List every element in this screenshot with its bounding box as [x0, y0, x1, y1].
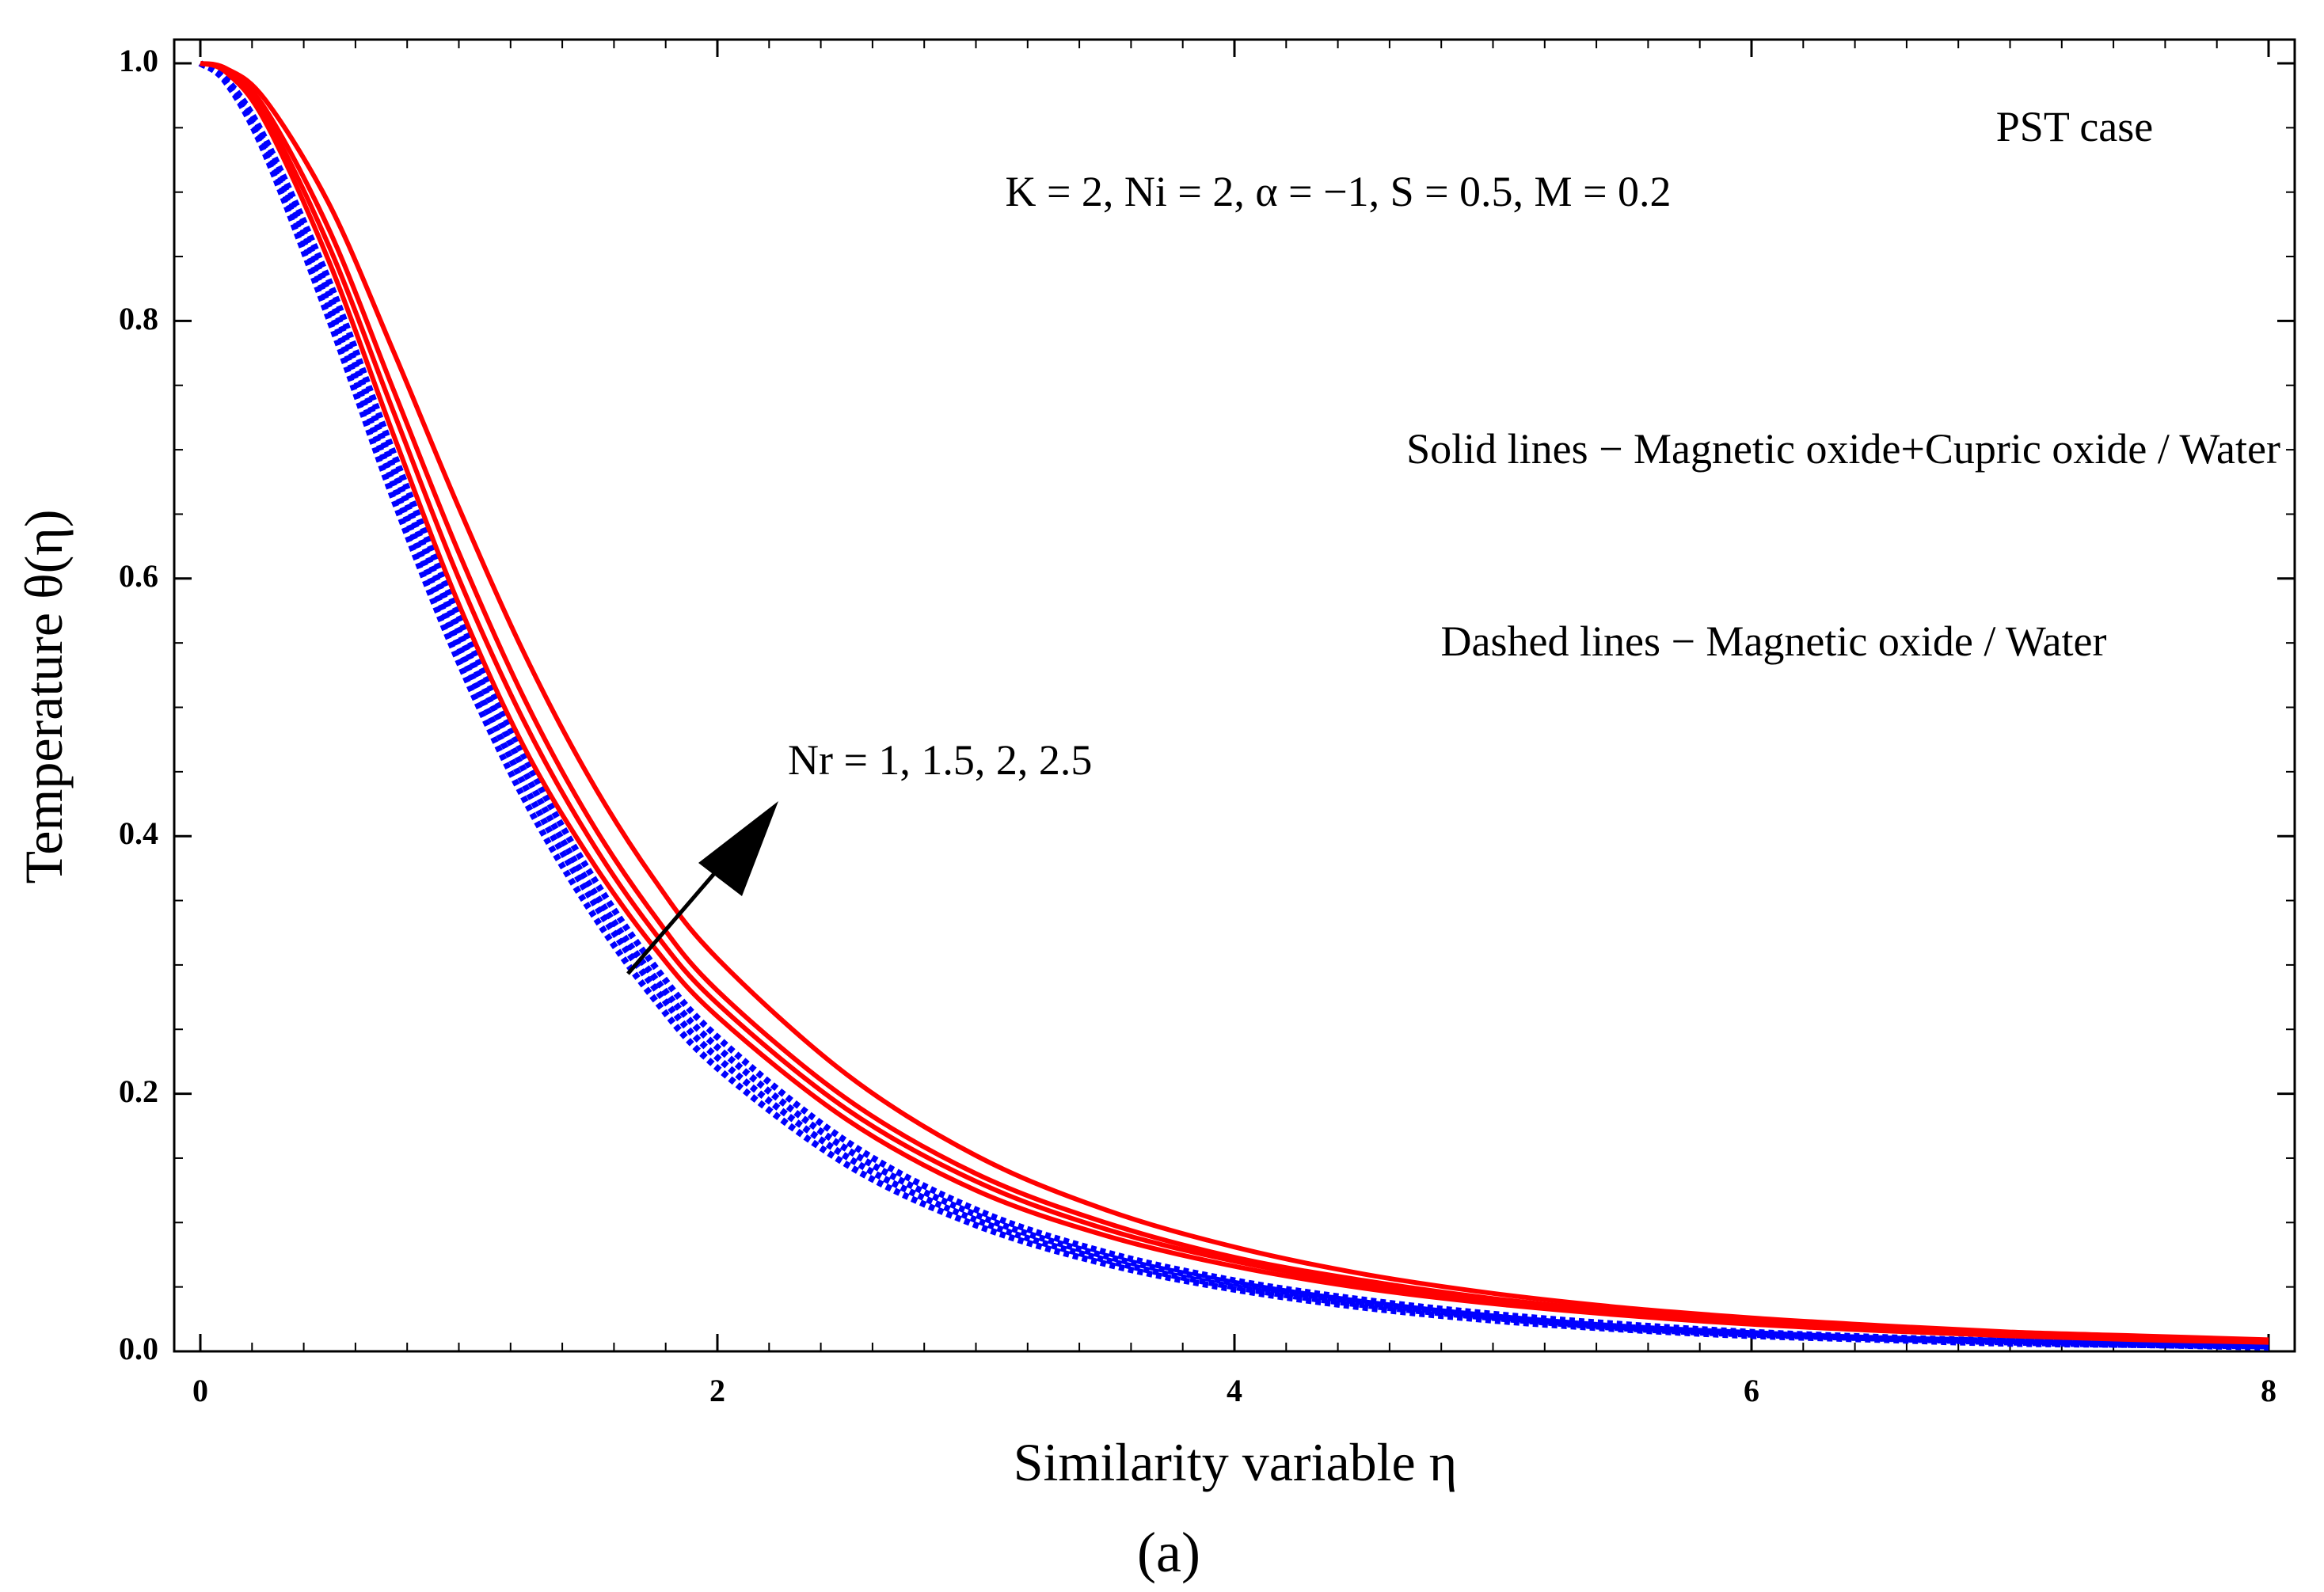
nr-arrow-label: Nr = 1, 1.5, 2, 2.5 [788, 736, 1092, 784]
y-tick-labels: 0.0 0.2 0.4 0.6 0.8 1.0 [119, 43, 158, 1366]
axis-ticks [174, 40, 2295, 1353]
series-lines [198, 60, 2269, 1351]
x-tick-label-6: 6 [1744, 1373, 1759, 1408]
series-line-solid-2 [200, 61, 2269, 1343]
y-tick-label-0.8: 0.8 [119, 301, 158, 336]
series-line-solid-0 [200, 61, 2269, 1345]
series-line-dashed-7 [198, 60, 2269, 1350]
solid-lines-legend: Solid lines − Magnetic oxide+Cupric oxid… [1406, 425, 2280, 473]
x-tick-label-2: 2 [709, 1373, 725, 1408]
x-tick-labels: 0 2 4 6 8 [192, 1373, 2276, 1408]
series-line-dashed-4 [198, 60, 2269, 1351]
x-tick-label-4: 4 [1227, 1373, 1242, 1408]
nr-increase-arrow [626, 801, 778, 975]
y-tick-label-0.4: 0.4 [119, 815, 158, 851]
panel-label: (a) [1137, 1521, 1200, 1584]
parameters-label: K = 2, Ni = 2, α = −1, S = 0.5, M = 0.2 [1005, 168, 1671, 215]
dashed-lines-legend: Dashed lines − Magnetic oxide / Water [1441, 617, 2107, 665]
y-tick-label-1.0: 1.0 [119, 43, 158, 78]
series-line-solid-3 [200, 61, 2269, 1343]
x-axis-title: Similarity variable η [1014, 1432, 1458, 1492]
series-line-dashed-6 [198, 60, 2269, 1350]
y-axis-title: Temperature θ(η) [13, 509, 74, 883]
x-tick-label-8: 8 [2261, 1373, 2276, 1408]
y-tick-label-0.2: 0.2 [119, 1073, 158, 1109]
case-label: PST case [1996, 103, 2154, 150]
x-tick-label-0: 0 [192, 1373, 208, 1408]
y-tick-label-0.0: 0.0 [119, 1331, 158, 1366]
y-tick-label-0.6: 0.6 [119, 558, 158, 594]
series-line-solid-1 [200, 61, 2269, 1345]
series-line-dashed-5 [198, 60, 2269, 1350]
